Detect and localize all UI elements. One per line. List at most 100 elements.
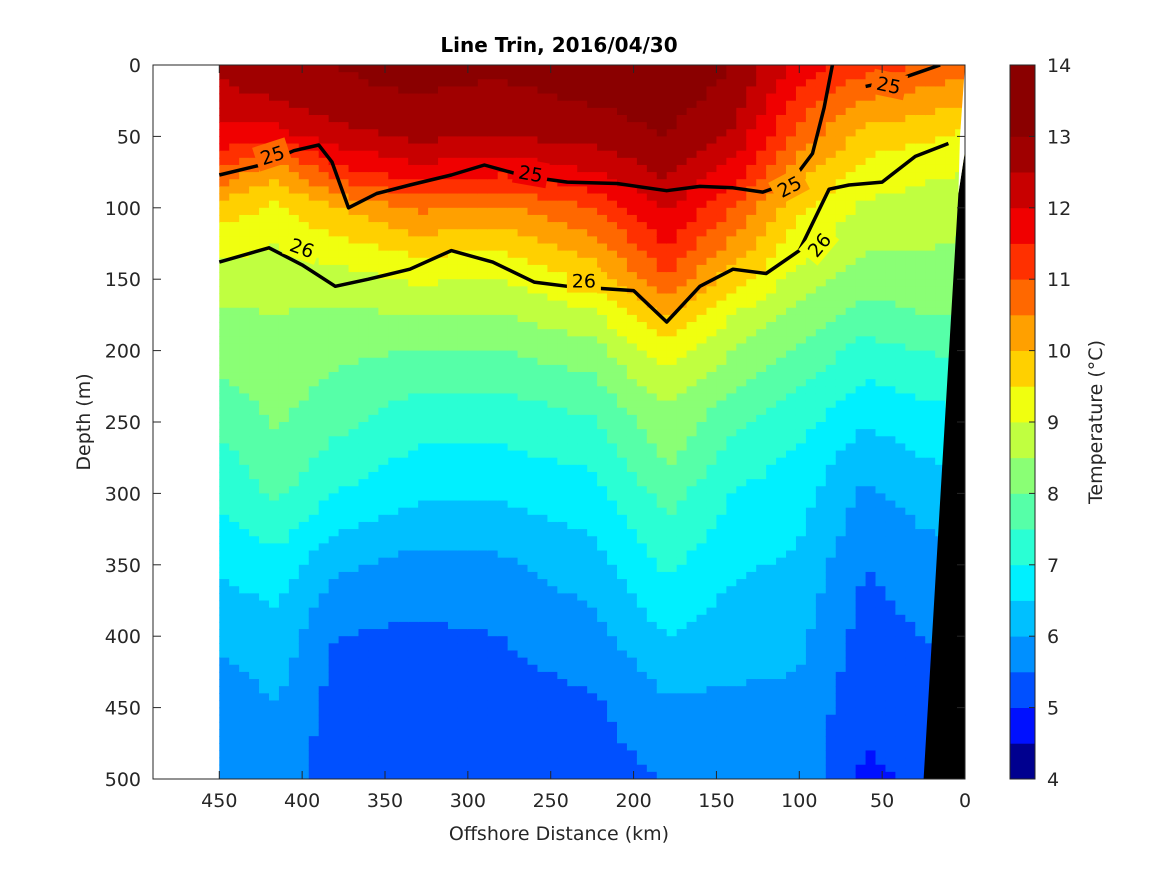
temperature-cell: [318, 679, 330, 687]
temperature-cell: [607, 586, 618, 594]
temperature-cell: [557, 72, 568, 80]
temperature-cell: [368, 164, 379, 173]
temperature-cell: [617, 350, 628, 359]
temperature-cell: [447, 586, 459, 594]
temperature-cell: [587, 629, 598, 637]
temperature-cell: [626, 743, 638, 752]
temperature-cell: [477, 200, 489, 209]
temperature-cell: [368, 414, 379, 423]
temperature-cell: [278, 664, 290, 673]
temperature-cell: [567, 729, 578, 737]
temperature-cell: [547, 436, 558, 445]
temperature-cell: [318, 164, 330, 173]
temperature-cell: [398, 264, 409, 273]
temperature-cell: [477, 193, 489, 202]
temperature-cell: [537, 364, 548, 373]
temperature-cell: [487, 357, 499, 366]
temperature-cell: [517, 150, 529, 159]
temperature-cell: [656, 657, 668, 666]
temperature-cell: [696, 222, 708, 230]
temperature-cell: [338, 107, 350, 116]
temperature-cell: [408, 529, 419, 537]
temperature-cell: [577, 336, 588, 345]
temperature-cell: [298, 521, 310, 530]
temperature-cell: [219, 186, 230, 195]
temperature-cell: [626, 72, 638, 80]
temperature-cell: [229, 136, 240, 145]
temperature-cell: [219, 493, 230, 502]
temperature-cell: [567, 750, 578, 759]
temperature-cell: [467, 721, 479, 730]
temperature-cell: [617, 471, 628, 480]
temperature-cell: [626, 229, 638, 237]
temperature-cell: [587, 136, 598, 145]
temperature-cell: [537, 550, 548, 559]
temperature-cell: [477, 486, 489, 494]
temperature-cell: [547, 122, 558, 130]
temperature-cell: [477, 86, 489, 95]
temperature-cell: [447, 207, 459, 216]
temperature-cell: [418, 571, 429, 580]
temperature-cell: [706, 550, 718, 559]
temperature-cell: [587, 200, 598, 209]
temperature-cell: [438, 471, 449, 480]
temperature-cell: [656, 729, 668, 737]
temperature-cell: [706, 557, 718, 566]
temperature-cell: [547, 329, 558, 337]
temperature-cell: [457, 379, 469, 387]
temperature-cell: [308, 529, 320, 537]
temperature-cell: [428, 264, 439, 273]
temperature-cell: [229, 614, 240, 623]
temperature-cell: [338, 136, 350, 145]
temperature-cell: [517, 300, 529, 309]
temperature-cell: [269, 457, 280, 466]
temperature-cell: [597, 629, 608, 637]
temperature-cell: [348, 564, 360, 573]
temperature-cell: [696, 264, 708, 273]
temperature-cell: [696, 407, 708, 416]
temperature-cell: [617, 300, 628, 309]
temperature-cell: [398, 300, 409, 309]
temperature-cell: [457, 657, 469, 666]
temperature-cell: [338, 571, 350, 580]
temperature-cell: [348, 357, 360, 366]
temperature-cell: [597, 422, 608, 430]
temperature-cell: [487, 657, 499, 666]
temperature-cell: [249, 400, 260, 409]
temperature-cell: [318, 714, 330, 723]
temperature-cell: [249, 600, 260, 609]
temperature-cell: [517, 72, 529, 80]
temperature-cell: [259, 586, 270, 594]
temperature-cell: [656, 443, 668, 452]
temperature-cell: [388, 457, 399, 466]
temperature-cell: [527, 386, 539, 395]
temperature-cell: [288, 614, 300, 623]
temperature-cell: [328, 593, 340, 602]
temperature-cell: [557, 436, 568, 445]
temperature-cell: [646, 429, 658, 437]
temperature-cell: [308, 150, 320, 159]
temperature-cell: [656, 450, 668, 459]
temperature-cell: [577, 422, 588, 430]
temperature-cell: [527, 507, 539, 516]
temperature-cell: [646, 93, 658, 102]
temperature-cell: [408, 557, 419, 566]
temperature-cell: [398, 450, 409, 459]
temperature-cell: [587, 65, 598, 73]
temperature-cell: [418, 714, 429, 723]
temperature-cell: [587, 364, 598, 373]
temperature-cell: [298, 329, 310, 337]
temperature-cell: [338, 172, 350, 180]
temperature-cell: [438, 564, 449, 573]
temperature-cell: [567, 136, 578, 145]
temperature-cell: [557, 557, 568, 566]
temperature-cell: [537, 643, 548, 652]
temperature-cell: [577, 407, 588, 416]
temperature-cell: [378, 471, 389, 480]
temperature-cell: [398, 407, 409, 416]
temperature-cell: [388, 564, 399, 573]
temperature-cell: [378, 607, 389, 616]
temperature-cell: [278, 643, 290, 652]
temperature-cell: [388, 150, 399, 159]
temperature-cell: [577, 300, 588, 309]
